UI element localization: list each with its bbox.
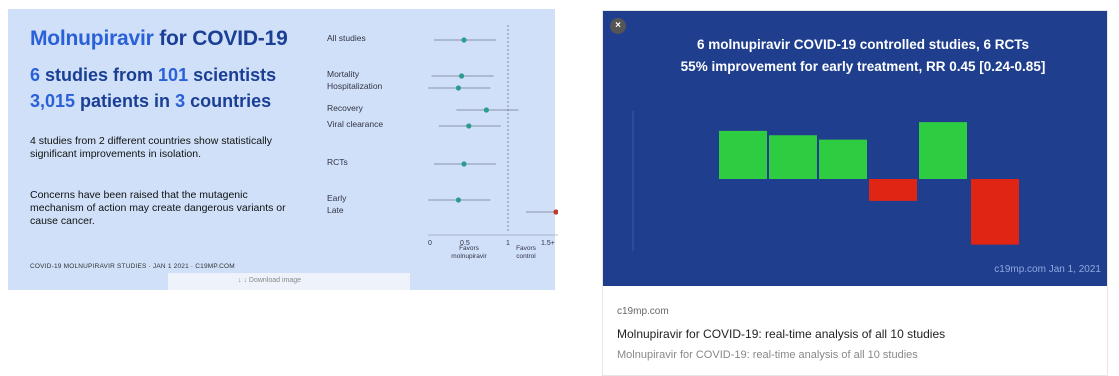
preview-link-title[interactable]: Molnupiravir for COVID-19: real-time ana… [617,327,946,341]
chart-watermark: c19mp.com Jan 1, 2021 [994,264,1101,275]
bar-chart [632,111,1019,251]
axis-tick: 0.5 [460,240,470,247]
studies-mid: studies from [40,65,159,85]
bar-chart-panel: × 6 molnupiravir COVID-19 controlled stu… [603,11,1107,286]
axis-tick: 0 [428,240,432,247]
forest-point [455,197,461,203]
countries-text: countries [185,91,272,111]
forest-label: Recovery [327,103,363,113]
forest-rows [428,37,558,215]
favors-control-label: Favors control [516,245,536,260]
site-domain[interactable]: c19mp.com [617,306,669,317]
close-icon[interactable]: × [610,18,626,34]
forest-label: All studies [327,33,366,43]
bar-study-6 [971,179,1019,245]
patients-line: 3,015 patients in 3 countries [30,91,271,112]
preview-description: Molnupiravir for COVID-19: real-time ana… [617,349,918,361]
molnupiravir-summary-card[interactable]: Molnupiravir for COVID-19 6 studies from… [8,9,558,290]
scientists-text: scientists [188,65,277,85]
title-drug: Molnupiravir [30,27,154,50]
forest-point [461,161,467,167]
forest-label: Late [327,205,344,215]
studies-line: 6 studies from 101 scientists [30,65,276,86]
forest-label: Viral clearance [327,119,384,129]
download-image-button[interactable]: ↓ ↓ Download image [168,273,410,290]
chart-bars [719,122,1019,245]
bar-study-3 [819,139,867,179]
forest-point [466,123,472,129]
axis-tick: 1.5+ [541,240,555,247]
chart-title: 6 molnupiravir COVID-19 controlled studi… [696,37,1030,52]
concerns-paragraph: Concerns have been raised that the mutag… [30,189,286,227]
forest-point [455,85,461,91]
forest-label: Early [327,193,347,203]
bar-study-1 [719,130,767,179]
chart-subtitle: 55% improvement for early treatment, RR … [680,59,1046,74]
favors-molnupiravir-label: Favors molnupiravir [451,245,487,260]
forest-plot: 0 0.5 1 1.5+ [428,25,558,247]
forest-point [461,37,467,43]
scientists-count: 101 [158,65,189,85]
card-footer: COVID-19 MOLNUPIRAVIR STUDIES · JAN 1 20… [30,263,235,270]
forest-point [483,107,489,113]
significance-paragraph: 4 studies from 2 different countries sho… [30,135,272,160]
bar-study-4 [869,179,917,201]
forest-label: RCTs [327,157,348,167]
forest-point [459,73,465,79]
forest-label: Hospitalization [327,81,383,91]
countries-count: 3 [175,91,186,111]
bar-study-2 [769,135,817,179]
patients-count: 3,015 [30,91,76,111]
patients-mid: patients in [75,91,176,111]
bar-study-5 [919,122,967,179]
card-title: Molnupiravir for COVID-19 [30,27,288,51]
axis-tick: 1 [506,240,510,247]
title-rest: for COVID-19 [153,27,288,50]
forest-label: Mortality [327,69,360,79]
studies-count: 6 [30,65,41,85]
link-preview-card[interactable]: × 6 molnupiravir COVID-19 controlled stu… [602,10,1108,376]
forest-point [553,209,558,215]
